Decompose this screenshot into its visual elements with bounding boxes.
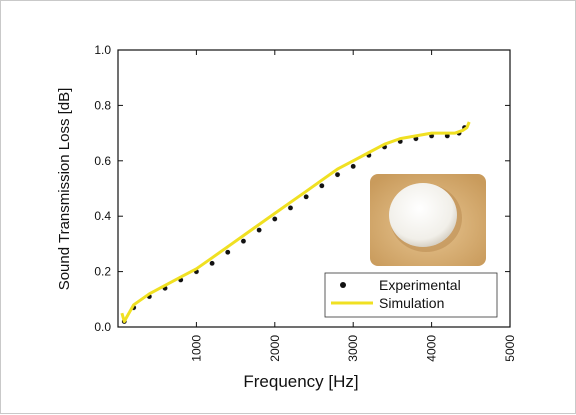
y-tick-label: 0.2 xyxy=(94,265,111,279)
y-tick-label: 1.0 xyxy=(94,43,111,57)
experimental-point xyxy=(334,171,341,178)
y-tick-label: 0.6 xyxy=(94,154,111,168)
experimental-point xyxy=(224,249,231,256)
inset-disc xyxy=(389,183,457,247)
y-tick-label: 0.0 xyxy=(94,320,111,334)
y-axis-label: Sound Transmission Loss [dB] xyxy=(56,88,73,291)
x-tick-label: 1000 xyxy=(189,335,203,362)
experimental-point xyxy=(209,260,215,267)
plot-area xyxy=(117,49,511,328)
inset-photo xyxy=(370,174,486,266)
experimental-point xyxy=(240,238,247,244)
plot-border xyxy=(117,49,511,328)
experimental-point xyxy=(319,182,325,189)
axis-ticks: 0.0 0.2 0.4 0.6 0.8 1.0 1000 2000 3000 4000 5000 xyxy=(94,43,517,362)
series-layer xyxy=(120,121,471,325)
x-tick-label: 5000 xyxy=(503,335,517,362)
legend-marker-experimental xyxy=(340,282,346,288)
x-tick-label: 3000 xyxy=(346,335,360,362)
legend: Experimental Simulation xyxy=(324,272,498,318)
legend-label-simulation: Simulation xyxy=(379,295,444,311)
experimental-point xyxy=(271,216,278,222)
x-tick-label: 2000 xyxy=(268,335,282,362)
x-tick-label: 4000 xyxy=(425,335,439,362)
y-tick-label: 0.4 xyxy=(94,209,111,223)
simulation-line xyxy=(120,121,471,323)
y-tick-label: 0.8 xyxy=(94,98,111,112)
experimental-point xyxy=(256,227,262,233)
legend-label-experimental: Experimental xyxy=(379,277,461,293)
experimental-point xyxy=(287,205,294,211)
experimental-point xyxy=(350,163,357,170)
legend-box xyxy=(324,272,498,318)
experimental-point xyxy=(303,194,309,200)
x-axis-label: Frequency [Hz] xyxy=(243,372,358,391)
